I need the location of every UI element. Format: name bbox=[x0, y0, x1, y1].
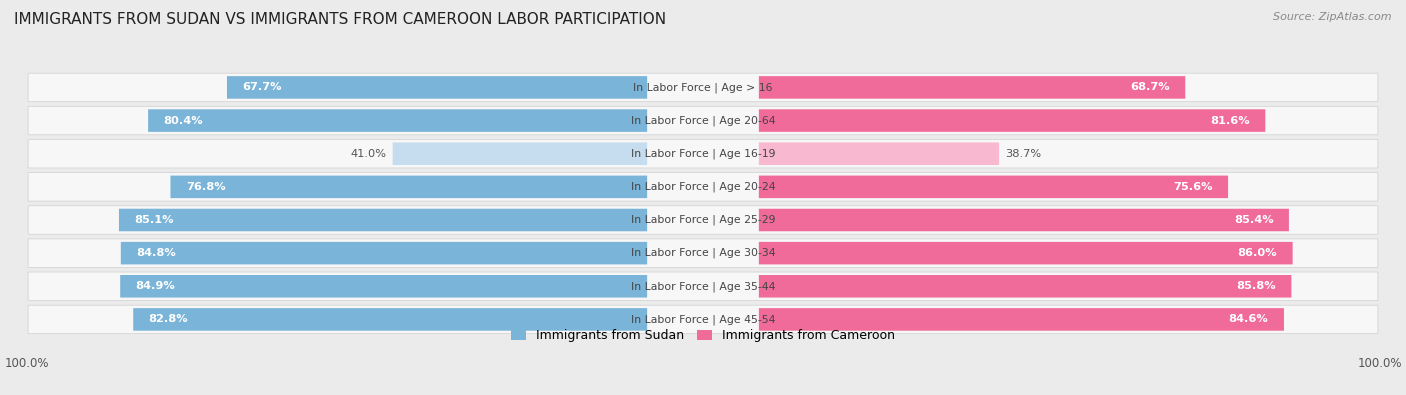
FancyBboxPatch shape bbox=[759, 308, 1284, 331]
Text: 41.0%: 41.0% bbox=[350, 149, 387, 159]
Text: In Labor Force | Age 45-54: In Labor Force | Age 45-54 bbox=[631, 314, 775, 325]
FancyBboxPatch shape bbox=[134, 308, 647, 331]
FancyBboxPatch shape bbox=[759, 209, 1289, 231]
Text: 85.4%: 85.4% bbox=[1234, 215, 1274, 225]
FancyBboxPatch shape bbox=[28, 239, 1378, 267]
Text: 67.7%: 67.7% bbox=[242, 83, 283, 92]
FancyBboxPatch shape bbox=[759, 242, 1292, 264]
FancyBboxPatch shape bbox=[392, 143, 647, 165]
FancyBboxPatch shape bbox=[759, 109, 1265, 132]
FancyBboxPatch shape bbox=[121, 242, 647, 264]
Text: 76.8%: 76.8% bbox=[186, 182, 225, 192]
Text: 86.0%: 86.0% bbox=[1237, 248, 1277, 258]
FancyBboxPatch shape bbox=[759, 76, 1185, 99]
FancyBboxPatch shape bbox=[28, 73, 1378, 102]
FancyBboxPatch shape bbox=[28, 139, 1378, 168]
FancyBboxPatch shape bbox=[120, 209, 647, 231]
Text: 84.6%: 84.6% bbox=[1229, 314, 1268, 324]
Text: In Labor Force | Age 35-44: In Labor Force | Age 35-44 bbox=[631, 281, 775, 292]
FancyBboxPatch shape bbox=[120, 275, 647, 297]
Text: 84.8%: 84.8% bbox=[136, 248, 176, 258]
Text: In Labor Force | Age 30-34: In Labor Force | Age 30-34 bbox=[631, 248, 775, 258]
Text: IMMIGRANTS FROM SUDAN VS IMMIGRANTS FROM CAMEROON LABOR PARTICIPATION: IMMIGRANTS FROM SUDAN VS IMMIGRANTS FROM… bbox=[14, 12, 666, 27]
FancyBboxPatch shape bbox=[759, 176, 1227, 198]
Text: In Labor Force | Age 16-19: In Labor Force | Age 16-19 bbox=[631, 149, 775, 159]
Legend: Immigrants from Sudan, Immigrants from Cameroon: Immigrants from Sudan, Immigrants from C… bbox=[506, 324, 900, 347]
FancyBboxPatch shape bbox=[148, 109, 647, 132]
FancyBboxPatch shape bbox=[28, 272, 1378, 301]
Text: In Labor Force | Age > 16: In Labor Force | Age > 16 bbox=[633, 82, 773, 93]
Text: 81.6%: 81.6% bbox=[1211, 116, 1250, 126]
Text: 82.8%: 82.8% bbox=[149, 314, 188, 324]
FancyBboxPatch shape bbox=[759, 275, 1291, 297]
Text: In Labor Force | Age 25-29: In Labor Force | Age 25-29 bbox=[631, 215, 775, 225]
Text: Source: ZipAtlas.com: Source: ZipAtlas.com bbox=[1274, 12, 1392, 22]
FancyBboxPatch shape bbox=[170, 176, 647, 198]
Text: 68.7%: 68.7% bbox=[1130, 83, 1170, 92]
FancyBboxPatch shape bbox=[759, 143, 1000, 165]
Text: 80.4%: 80.4% bbox=[163, 116, 204, 126]
Text: In Labor Force | Age 20-24: In Labor Force | Age 20-24 bbox=[631, 182, 775, 192]
Text: 38.7%: 38.7% bbox=[1005, 149, 1042, 159]
FancyBboxPatch shape bbox=[28, 173, 1378, 201]
Text: 85.8%: 85.8% bbox=[1236, 281, 1275, 291]
FancyBboxPatch shape bbox=[28, 206, 1378, 234]
Text: 85.1%: 85.1% bbox=[135, 215, 174, 225]
FancyBboxPatch shape bbox=[28, 305, 1378, 334]
Text: 84.9%: 84.9% bbox=[136, 281, 176, 291]
Text: In Labor Force | Age 20-64: In Labor Force | Age 20-64 bbox=[631, 115, 775, 126]
Text: 75.6%: 75.6% bbox=[1173, 182, 1212, 192]
FancyBboxPatch shape bbox=[28, 106, 1378, 135]
FancyBboxPatch shape bbox=[226, 76, 647, 99]
